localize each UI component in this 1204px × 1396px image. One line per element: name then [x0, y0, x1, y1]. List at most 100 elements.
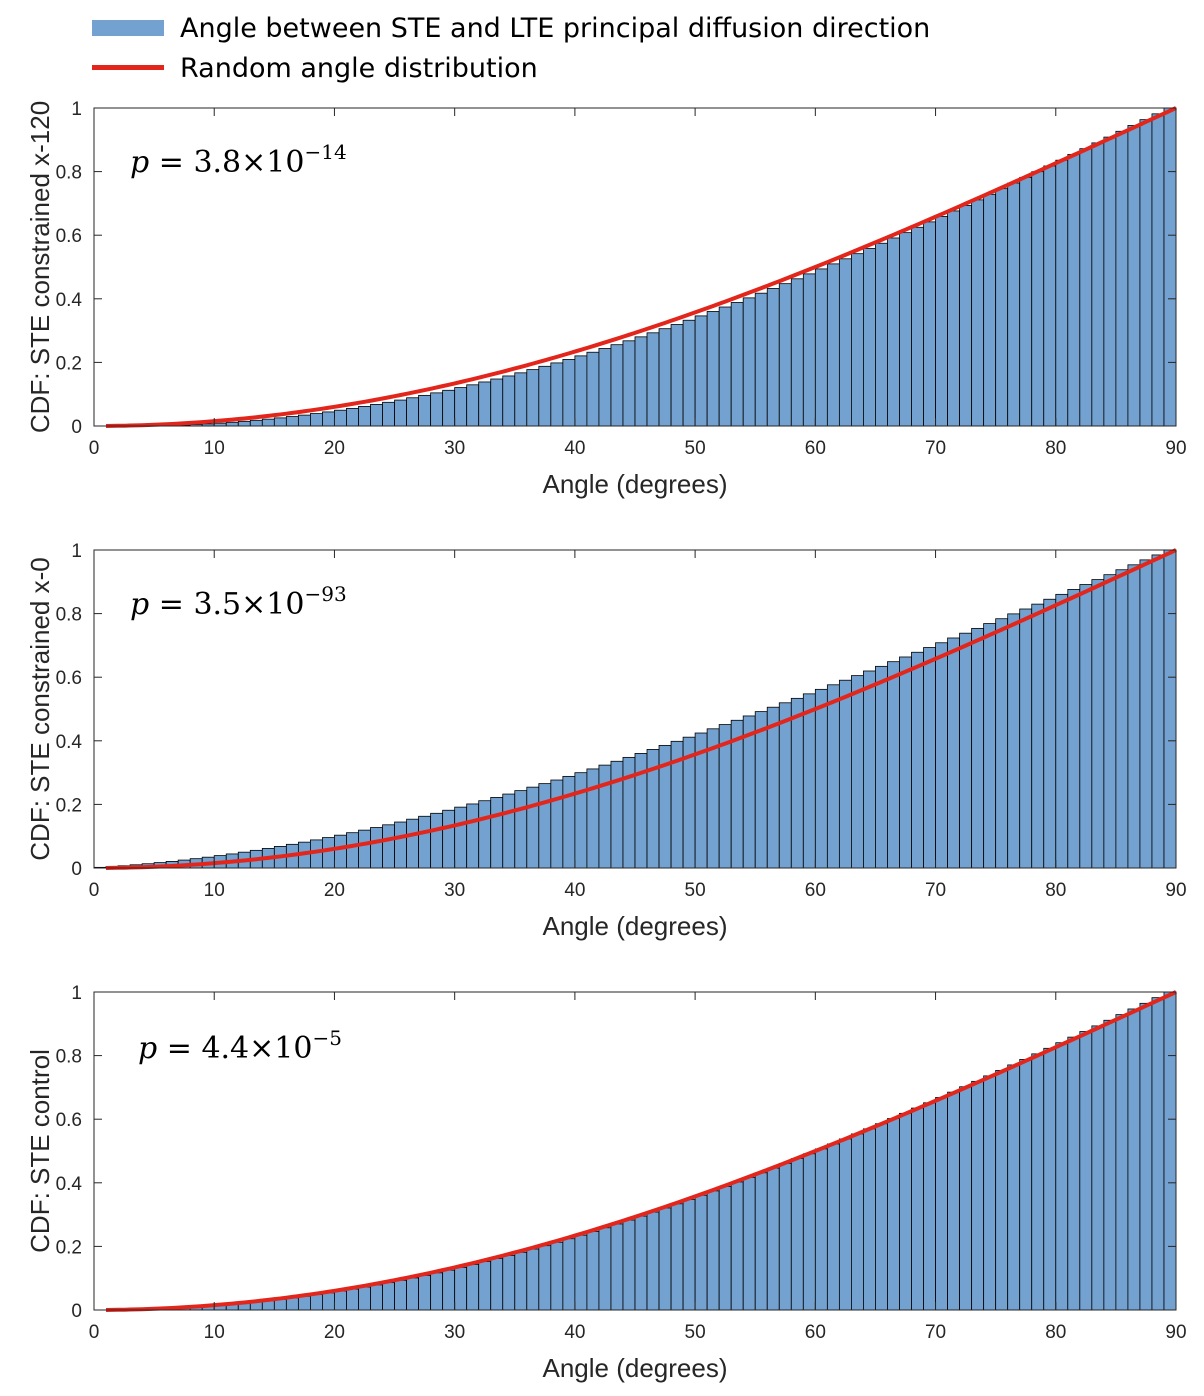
- cdf-bar: [790, 278, 804, 427]
- cdf-bar: [1067, 1036, 1081, 1311]
- cdf-bar: [658, 1207, 672, 1311]
- cdf-bar: [935, 216, 948, 427]
- cdf-bar: [718, 1186, 732, 1311]
- cdf-bar: [1127, 125, 1141, 427]
- cdf-bar: [1007, 1064, 1021, 1311]
- panel-3-p-symbol: p: [138, 1031, 157, 1066]
- cdf-bar: [334, 834, 347, 869]
- y-tick-label: 0.4: [56, 290, 83, 311]
- y-tick-label: 0: [71, 859, 82, 880]
- cdf-bar: [526, 786, 540, 869]
- cdf-bar: [538, 783, 552, 869]
- cdf-bar: [334, 1290, 347, 1311]
- cdf-bar: [346, 407, 359, 427]
- panel-2-x-axis-label: Angle (degrees): [543, 911, 728, 941]
- x-tick-label: 90: [1165, 438, 1186, 459]
- y-tick-label: 0.8: [56, 163, 82, 184]
- cdf-bar: [718, 306, 732, 427]
- cdf-bar: [851, 1133, 864, 1311]
- cdf-bar: [466, 803, 480, 869]
- cdf-bar: [1043, 1047, 1057, 1311]
- cdf-bar: [983, 623, 997, 869]
- cdf-bar: [814, 688, 828, 869]
- cdf-bar: [574, 1234, 588, 1311]
- cdf-bar: [454, 806, 468, 869]
- cdf-bar: [863, 1128, 876, 1311]
- cdf-bar: [838, 1138, 852, 1311]
- cdf-bar: [694, 315, 708, 427]
- cdf-bar: [1007, 613, 1021, 869]
- x-tick-label: 70: [925, 1322, 946, 1343]
- cdf-bar: [273, 417, 287, 427]
- cdf-bar: [322, 837, 335, 869]
- cdf-bar: [742, 1176, 756, 1311]
- cdf-bar: [1091, 1025, 1105, 1311]
- legend-label-histogram: Angle between STE and LTE principal diff…: [180, 13, 930, 44]
- cdf-bar: [887, 661, 900, 869]
- cdf-bar: [454, 1266, 468, 1311]
- cdf-bar: [923, 221, 936, 427]
- cdf-bar: [406, 818, 419, 869]
- cdf-bar: [658, 328, 672, 427]
- legend: Angle between STE and LTE principal diff…: [92, 13, 930, 84]
- panel-3-y-axis-label: CDF: STE control: [25, 1049, 55, 1253]
- cdf-bar: [863, 248, 876, 427]
- cdf-bar: [694, 1194, 708, 1311]
- cdf-bar: [442, 1269, 456, 1311]
- y-tick-label: 0: [71, 417, 82, 438]
- cdf-bar: [706, 311, 720, 427]
- cdf-bar: [1139, 119, 1153, 427]
- cdf-bar: [394, 821, 407, 869]
- cdf-bar: [766, 1167, 780, 1311]
- cdf-bar: [322, 1292, 335, 1311]
- panel-2-p-symbol: p: [130, 587, 149, 622]
- panel-2-ticks: 0 10 20 30 40 50 60 70 80 90 0 0.2 0.4 0.6 0.8 1: [56, 541, 1187, 901]
- panel-2-p-exponent: −93: [304, 582, 346, 606]
- cdf-bar: [634, 1215, 648, 1311]
- y-tick-label: 0.6: [56, 226, 82, 247]
- cdf-bar: [225, 421, 239, 427]
- cdf-bar: [911, 226, 924, 427]
- cdf-bar: [766, 288, 780, 427]
- x-tick-label: 60: [805, 1322, 826, 1343]
- cdf-bar: [297, 1295, 311, 1311]
- x-tick-label: 40: [564, 880, 585, 901]
- x-tick-label: 50: [685, 438, 706, 459]
- cdf-bar: [406, 1277, 419, 1311]
- x-tick-label: 80: [1045, 880, 1066, 901]
- cdf-bar: [237, 420, 251, 427]
- y-tick-label: 0.2: [56, 795, 82, 816]
- cdf-bar: [899, 656, 912, 869]
- cdf-bar: [490, 797, 504, 869]
- cdf-bar: [1127, 564, 1141, 869]
- x-tick-label: 80: [1045, 1322, 1066, 1343]
- cdf-bar: [778, 283, 792, 427]
- cdf-bar: [610, 344, 624, 427]
- panel-1-p-value: p = 3.8×10−14: [130, 140, 347, 180]
- panel-1-ticks: 0 10 20 30 40 50 60 70 80 90 0 0.2 0.4 0.6 0.8 1: [56, 99, 1187, 459]
- cdf-bar: [394, 1279, 407, 1311]
- cdf-bar: [598, 1227, 612, 1311]
- y-tick-label: 0.4: [56, 732, 83, 753]
- cdf-bar: [947, 210, 961, 427]
- cdf-bar: [959, 205, 973, 427]
- panel-1-axes-box: [93, 107, 1177, 427]
- cdf-bar: [430, 392, 444, 427]
- panel-1-p-exponent: −14: [304, 140, 346, 164]
- panel-2-random-curve: [106, 548, 1177, 870]
- cdf-bar: [346, 1288, 359, 1311]
- cdf-bar: [706, 1190, 720, 1311]
- y-tick-label: 0.8: [56, 1047, 82, 1068]
- cdf-bar: [814, 268, 828, 427]
- legend-swatch-random-line: [92, 65, 164, 70]
- x-tick-label: 0: [89, 1322, 100, 1343]
- cdf-bar: [1079, 584, 1093, 869]
- cdf-bar: [826, 684, 840, 869]
- cdf-bar: [1043, 598, 1057, 869]
- cdf-bar: [1055, 1042, 1069, 1311]
- cdf-bar: [249, 419, 263, 427]
- cdf-bar: [442, 389, 456, 427]
- panel-3-axes-box: [93, 991, 1177, 1311]
- x-tick-label: 70: [925, 438, 946, 459]
